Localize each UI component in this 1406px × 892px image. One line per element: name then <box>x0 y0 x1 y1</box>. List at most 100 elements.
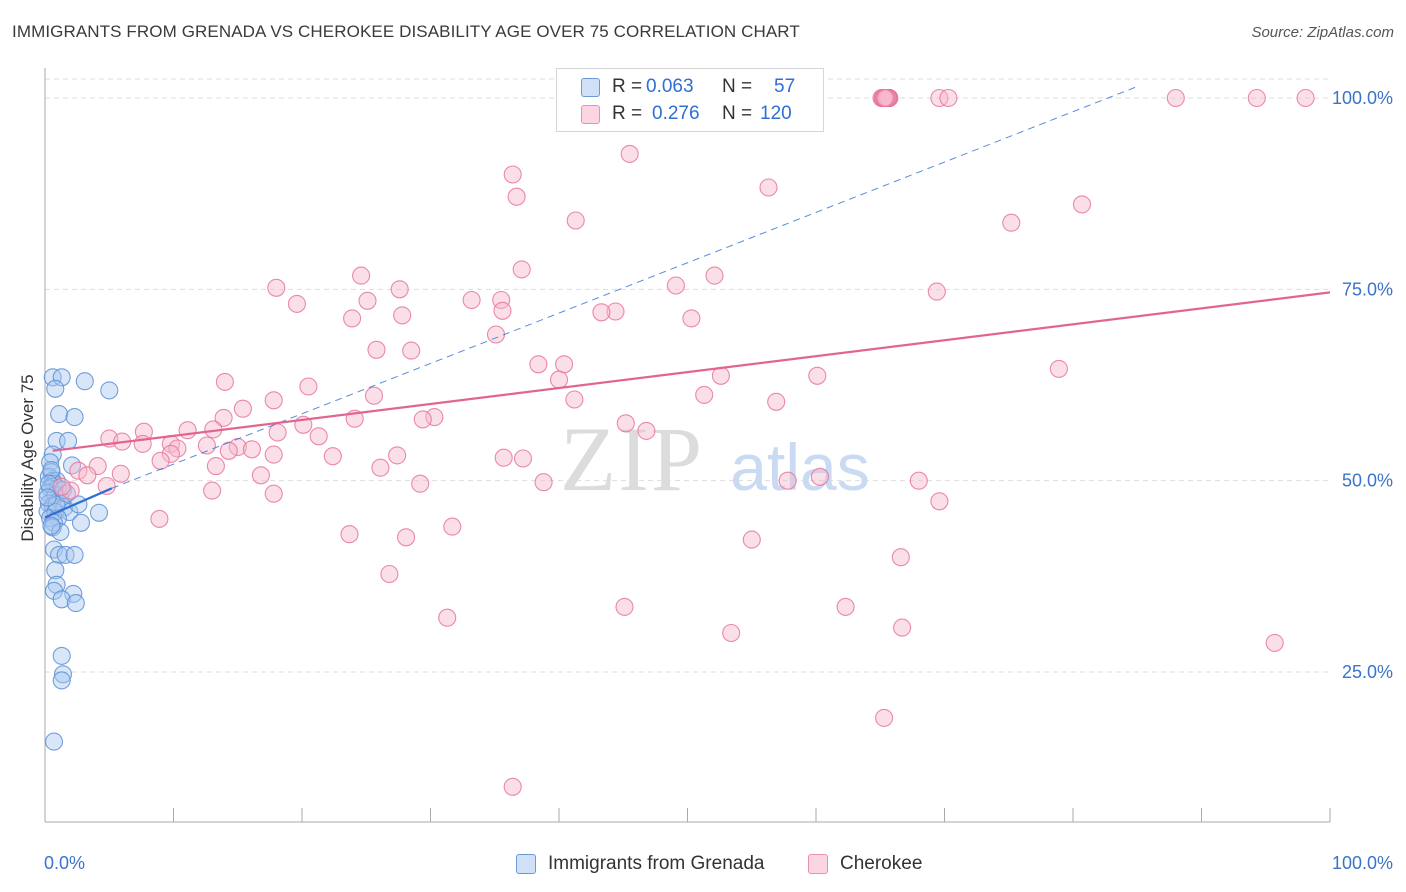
source-label: Source: ZipAtlas.com <box>1251 24 1394 41</box>
cherokee-point <box>637 421 656 440</box>
cherokee-point <box>549 370 569 389</box>
cherokee-point <box>507 187 526 206</box>
grenada-point <box>100 381 119 400</box>
cherokee-point <box>1247 88 1266 108</box>
cherokee-point <box>203 481 222 500</box>
grenada-point <box>38 488 57 507</box>
x-tick-label: 0.0% <box>44 853 85 873</box>
y-tick-label: 50.0% <box>1342 471 1393 491</box>
cherokee-point <box>759 178 778 197</box>
y-axis-label: Disability Age Over 75 <box>18 374 37 541</box>
legend-n-value: 57 <box>774 76 796 97</box>
cherokee-point <box>565 390 584 409</box>
cherokee-point <box>606 302 625 321</box>
cherokee-point <box>402 341 421 360</box>
cherokee-point <box>592 303 611 322</box>
grenada-point <box>52 368 71 387</box>
cherokee-point <box>78 466 97 485</box>
trend-line-cherokee <box>52 291 1331 452</box>
cherokee-point <box>267 278 286 297</box>
cherokee-point <box>534 473 553 492</box>
cherokee-point <box>513 449 533 468</box>
cherokee-point <box>494 448 513 467</box>
bottom-legend-label-cherokee: Cherokee <box>840 853 923 874</box>
grenada-point <box>59 431 78 450</box>
legend-r-value: 0.276 <box>652 103 700 124</box>
cherokee-point <box>150 509 169 528</box>
grenada-point <box>46 561 65 580</box>
y-tick-label: 100.0% <box>1332 88 1393 108</box>
cherokee-point <box>616 414 635 433</box>
cherokee-point <box>411 474 430 493</box>
cherokee-point <box>875 708 894 727</box>
cherokee-point <box>1166 88 1185 108</box>
bottom-legend-swatch-cherokee <box>808 854 828 874</box>
bottom-legend-swatch-grenada <box>516 854 536 874</box>
cherokee-point <box>352 266 371 285</box>
cherokee-point <box>778 471 797 490</box>
cherokee-point <box>299 377 318 396</box>
watermark: ZIP atlas <box>560 408 870 510</box>
cherokee-point <box>529 355 548 374</box>
legend-n-label: N = <box>722 103 753 124</box>
series-grenada-points <box>38 368 119 751</box>
grenada-point <box>42 516 61 535</box>
grenada-point <box>46 379 65 398</box>
cherokee-point <box>371 458 390 477</box>
cherokee-point <box>340 525 359 544</box>
cherokee-point <box>682 309 701 328</box>
cherokee-point <box>264 445 283 464</box>
cherokee-point <box>268 423 287 442</box>
y-tick-label: 75.0% <box>1342 279 1393 299</box>
cherokee-point <box>88 457 107 476</box>
grenada-point <box>52 671 71 690</box>
grenada-point <box>50 545 69 564</box>
cherokee-point <box>808 366 827 385</box>
grenada-point <box>53 665 73 684</box>
cherokee-point <box>197 436 216 455</box>
cherokee-point <box>493 301 512 320</box>
cherokee-point <box>742 530 761 549</box>
cherokee-point <box>343 309 362 328</box>
legend-swatch-cherokee <box>581 104 600 124</box>
cherokee-point <box>722 623 741 643</box>
cherokee-point <box>215 372 234 391</box>
cherokee-point <box>930 492 949 511</box>
legend-r-label: R = <box>612 76 643 97</box>
cherokee-point <box>705 266 724 285</box>
grenada-point <box>71 513 91 532</box>
cherokee-point <box>503 165 522 184</box>
trend-line-grenada <box>44 487 113 519</box>
cherokee-point <box>388 446 407 465</box>
cherokee-point <box>555 355 574 374</box>
grenada-point <box>75 372 94 391</box>
grenada-point <box>52 590 71 609</box>
cherokee-point <box>206 457 225 476</box>
cherokee-point <box>876 88 895 108</box>
tick-labels: 25.0% 50.0% 75.0% 100.0% 0.0% 100.0% <box>44 88 1393 873</box>
chart-title: IMMIGRANTS FROM GRENADA VS CHEROKEE DISA… <box>12 22 800 41</box>
cherokee-point <box>503 777 522 796</box>
grenada-point <box>41 453 60 472</box>
watermark-atlas: atlas <box>730 430 869 504</box>
cherokee-point <box>1002 213 1021 232</box>
cherokee-point <box>287 294 306 313</box>
legend-row-cherokee: R = 0.276 N = 120 <box>581 102 792 126</box>
cherokee-point <box>893 618 912 637</box>
cherokee-point <box>462 290 481 310</box>
cherokee-point <box>1265 633 1284 652</box>
legend-row-grenada: R = 0.063 N = 57 <box>581 75 795 99</box>
cherokee-point <box>69 461 88 480</box>
bottom-legend-cherokee: Cherokee <box>808 851 922 877</box>
cherokee-point <box>151 451 170 470</box>
gridlines <box>45 78 1330 673</box>
trend-lines <box>44 86 1331 519</box>
cherokee-point <box>367 340 386 359</box>
cherokee-point <box>512 260 531 279</box>
cherokee-point <box>397 528 416 547</box>
grenada-point <box>65 545 84 564</box>
grenada-point <box>44 732 64 751</box>
legend-r-value: 0.063 <box>646 76 694 97</box>
legend-r-label: R = <box>612 103 643 124</box>
